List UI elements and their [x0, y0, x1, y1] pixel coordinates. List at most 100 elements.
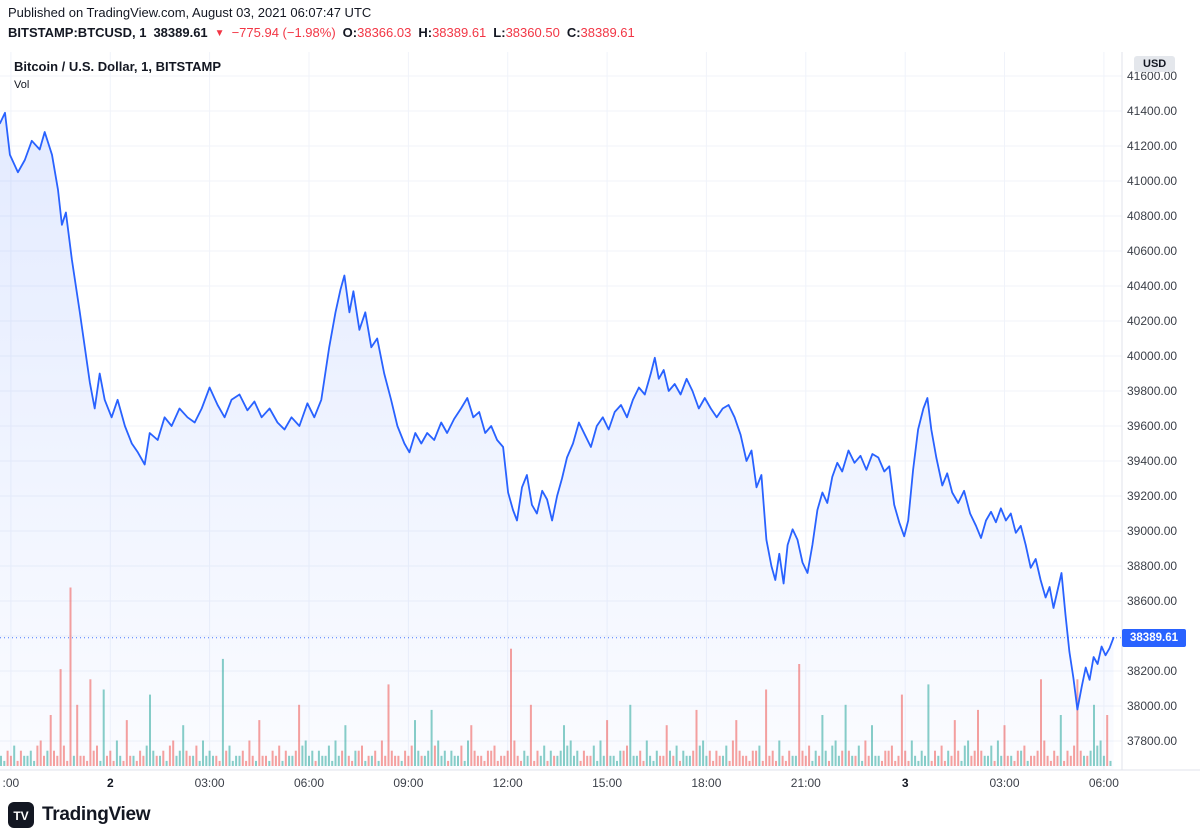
volume-bar — [16, 760, 19, 766]
volume-bar — [1083, 755, 1085, 766]
volume-bar — [546, 760, 549, 766]
volume-bar — [685, 755, 688, 766]
volume-bar — [940, 745, 943, 766]
y-axis-label: 39400.00 — [1127, 454, 1177, 468]
y-axis-label: 40000.00 — [1127, 349, 1177, 363]
volume-bar — [261, 755, 264, 766]
volume-bar — [549, 750, 552, 766]
volume-bar — [172, 740, 175, 766]
published-caption: Published on TradingView.com, August 03,… — [8, 5, 372, 20]
y-axis-label: 38600.00 — [1127, 594, 1177, 608]
volume-bar — [539, 755, 542, 766]
volume-bar — [195, 745, 198, 766]
volume-bar — [460, 745, 463, 766]
volume-bar — [864, 740, 867, 766]
volume-bar — [649, 755, 652, 766]
volume-bar — [639, 750, 642, 766]
ohlc-low: L: 38360.50 — [493, 25, 560, 40]
volume-bar — [798, 664, 801, 766]
y-axis-label: 39200.00 — [1127, 489, 1177, 503]
volume-bar — [1030, 755, 1032, 766]
time-axis[interactable]: :00 2 03:00 06:00 09:00 12:00 15:00 18:00 21:00 3… — [3, 776, 1120, 790]
volume-bar — [238, 755, 241, 766]
y-axis-label: 41400.00 — [1127, 104, 1177, 118]
volume-bar — [745, 755, 748, 766]
volume-bar — [162, 750, 165, 766]
volume-bar — [596, 760, 599, 766]
currency-badge[interactable]: USD — [1134, 56, 1176, 72]
volume-bar — [36, 745, 39, 766]
volume-bar — [155, 755, 158, 766]
volume-bar — [361, 745, 363, 766]
volume-bar — [854, 755, 857, 766]
y-axis-label: 41600.00 — [1127, 69, 1177, 83]
volume-bar — [808, 745, 811, 766]
volume-bar — [69, 587, 72, 766]
volume-bar — [874, 755, 877, 766]
volume-bar — [910, 740, 913, 766]
volume-bar — [1000, 755, 1003, 766]
volume-bar — [606, 720, 609, 766]
volume-bar — [1109, 760, 1112, 766]
x-axis-label: 09:00 — [393, 776, 423, 790]
volume-bar — [811, 760, 814, 766]
volume-bar — [771, 750, 774, 766]
tradingview-logo-link[interactable]: TV TradingView — [8, 802, 151, 828]
volume-bar — [49, 715, 52, 766]
volume-bar — [39, 740, 42, 766]
y-axis-label: 39800.00 — [1127, 384, 1177, 398]
volume-bar — [112, 760, 115, 766]
x-axis-label: 15:00 — [592, 776, 622, 790]
volume-bar — [953, 720, 956, 766]
volume-bar — [453, 755, 456, 766]
volume-bar — [427, 750, 430, 766]
volume-bar — [433, 745, 436, 766]
volume-bar — [626, 745, 628, 766]
volume-bar — [652, 760, 655, 766]
volume-bar — [841, 750, 844, 766]
volume-bar — [192, 755, 195, 766]
volume-bar — [983, 755, 986, 766]
volume-bar — [380, 740, 383, 766]
volume-bar — [1099, 740, 1102, 766]
volume-bar — [135, 760, 138, 766]
volume-bar — [698, 745, 701, 766]
volume-bar — [341, 750, 344, 766]
volume-bar — [308, 755, 310, 766]
volume-bar — [463, 760, 466, 766]
volume-bar — [851, 755, 854, 766]
volume-bar — [500, 755, 503, 766]
volume-bar — [993, 760, 996, 766]
volume-bar — [480, 755, 483, 766]
volume-bar — [245, 760, 248, 766]
volume-bar — [268, 760, 271, 766]
volume-bar — [1003, 725, 1006, 766]
chart-title: Bitcoin / U.S. Dollar, 1, BITSTAMP — [14, 59, 222, 74]
volume-bar — [337, 755, 340, 766]
volume-bar — [1059, 715, 1062, 766]
volume-bar — [106, 755, 108, 766]
volume-bar — [1040, 679, 1042, 766]
volume-bar — [592, 745, 595, 766]
volume-bar — [553, 755, 556, 766]
ohlc-high-value: 38389.61 — [432, 25, 487, 40]
symbol-name: BITSTAMP:BTCUSD, 1 — [8, 25, 147, 40]
volume-bar — [304, 740, 307, 766]
volume-bar — [212, 755, 214, 766]
volume-bar — [801, 750, 804, 766]
volume-bar — [784, 760, 787, 766]
y-axis-label: 40600.00 — [1127, 244, 1177, 258]
volume-bar — [718, 755, 721, 766]
volume-bar — [755, 750, 758, 766]
volume-bar — [612, 755, 615, 766]
volume-bar — [635, 755, 638, 766]
ohlc-low-value: 38360.50 — [505, 25, 560, 40]
volume-bar — [178, 750, 181, 766]
volume-bar — [679, 760, 681, 766]
volume-bar — [228, 745, 231, 766]
volume-bar — [281, 760, 284, 766]
volume-bar — [897, 755, 900, 766]
volume-bar — [235, 755, 238, 766]
volume-bar — [708, 750, 711, 766]
